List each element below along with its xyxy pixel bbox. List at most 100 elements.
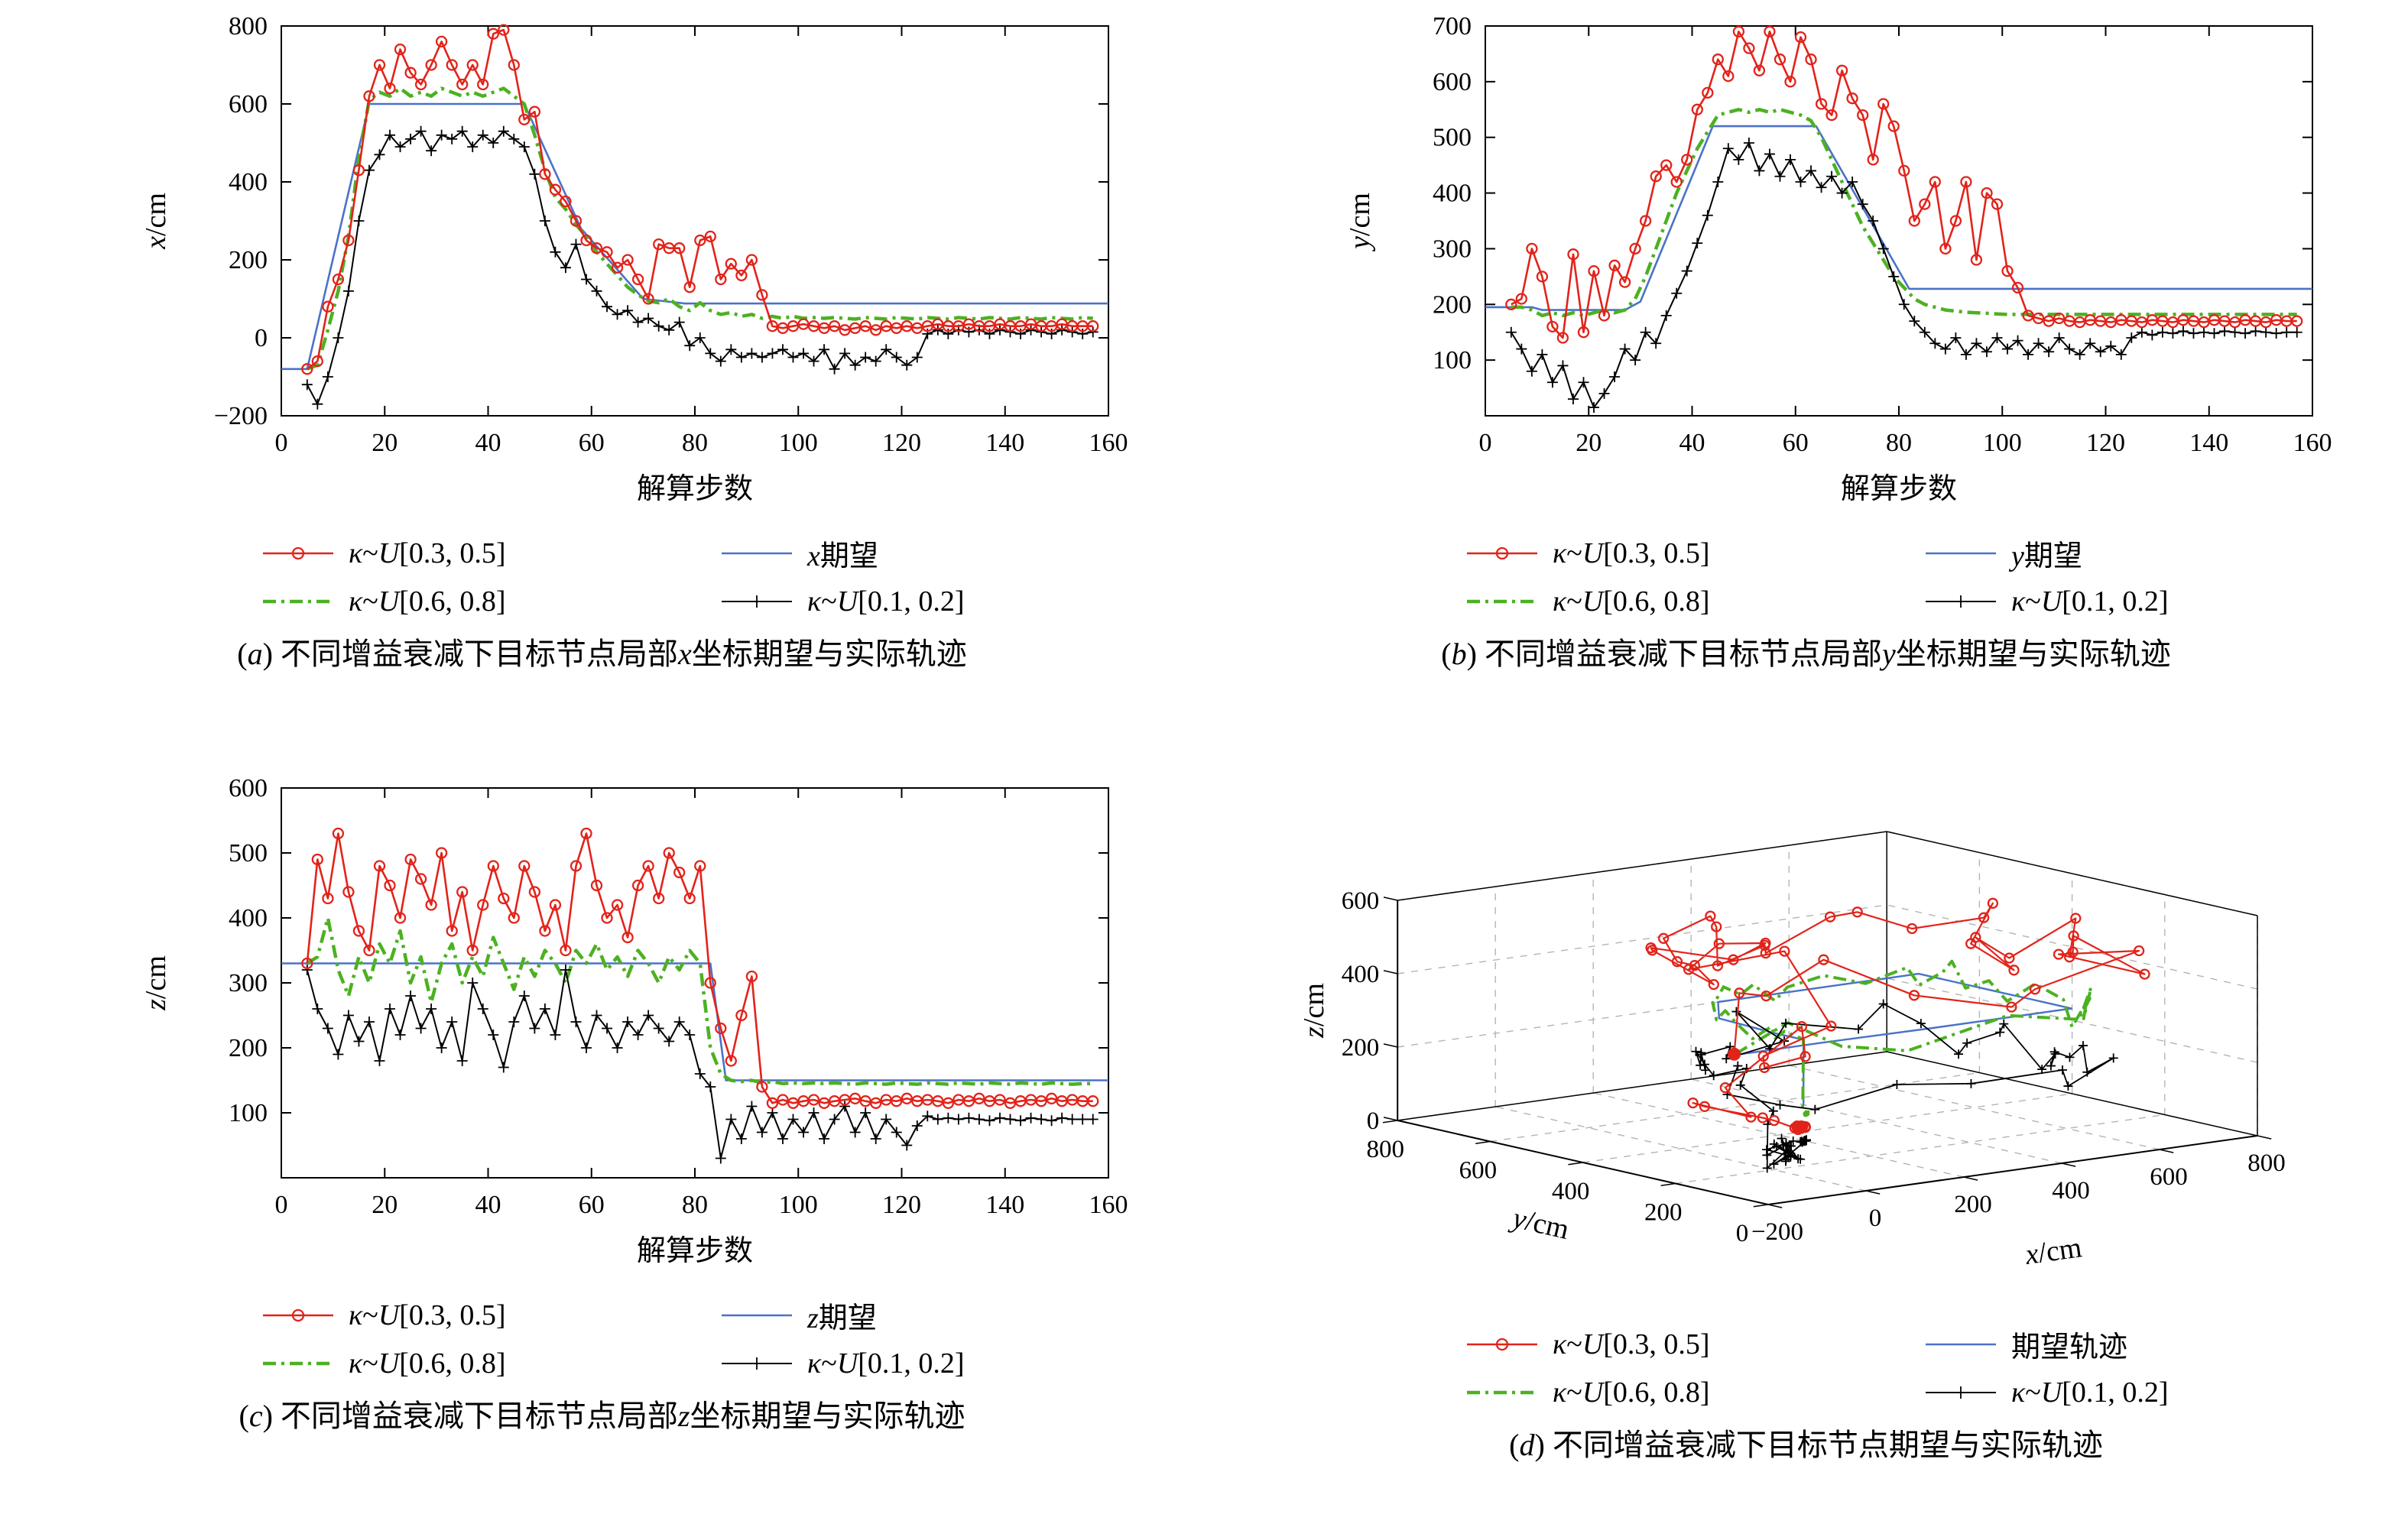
chart-c-z-vs-steps: 0 20 40 60 80 100 120 140 160 100 200 300 400 500 600 解… [140, 774, 1128, 1267]
legend-label: y期望 [2011, 540, 2082, 572]
legend-entry: κ~U[0.3, 0.5] [260, 532, 719, 574]
legend-b: κ~U[0.3, 0.5] y期望 κ~U[0.6, 0.8] κ~U[0.1, 0.… [1464, 532, 2408, 618]
svg-text:800: 800 [2247, 1149, 2286, 1177]
legend-label: x期望 [807, 540, 878, 572]
legend-label: κ~U[0.6, 0.8] [349, 585, 506, 618]
svg-text:0: 0 [1736, 1220, 1749, 1247]
svg-text:100: 100 [779, 1191, 818, 1219]
legend-label: κ~U[0.6, 0.8] [1553, 1376, 1710, 1409]
caption-c: (c) 不同增益衰减下目标节点局部z坐标期望与实际轨迹 [239, 1399, 965, 1433]
legend-entry: y期望 [1923, 532, 2320, 574]
caption-b: (b) 不同增益衰减下目标节点局部y坐标期望与实际轨迹 [1441, 637, 2171, 671]
svg-text:80: 80 [1886, 429, 1912, 457]
legend-label: κ~U[0.6, 0.8] [1553, 585, 1710, 618]
legend-label: κ~U[0.3, 0.5] [349, 1299, 506, 1331]
svg-text:40: 40 [475, 429, 501, 457]
svg-text:500: 500 [1433, 124, 1472, 152]
svg-text:解算步数: 解算步数 [1841, 473, 1957, 505]
chart-b-y-vs-steps: 0 20 40 60 80 100 120 140 160 100 200 300 400 500 600 7… [1344, 12, 2332, 505]
legend-label: z期望 [807, 1302, 877, 1334]
red-circle-sample-icon [1467, 546, 1537, 559]
legend-label: κ~U[0.1, 0.2] [807, 585, 965, 618]
svg-text:200: 200 [1342, 1034, 1380, 1062]
svg-text:120: 120 [882, 1191, 921, 1219]
series-red [301, 24, 1099, 375]
panel-b: 0 20 40 60 80 100 120 140 160 100 200 300 400 500 600 7… [1204, 0, 2408, 762]
legend-d: κ~U[0.3, 0.5] 期望轨迹 κ~U[0.6, 0.8] κ~U[0.1, 0… [1464, 1323, 2408, 1409]
green-dashdot-sample-icon [1467, 1390, 1537, 1395]
svg-text:60: 60 [579, 1191, 605, 1219]
legend-label: κ~U[0.3, 0.5] [1553, 1328, 1710, 1360]
black-plus-sample-icon [722, 1357, 792, 1370]
legend-entry: κ~U[0.6, 0.8] [1464, 1376, 1923, 1409]
svg-text:200: 200 [1433, 290, 1472, 319]
chart-a-x-vs-steps: 0 20 40 60 80 100 120 140 160−2000200400600800解算… [140, 12, 1128, 505]
svg-text:400: 400 [229, 168, 268, 196]
green-dashdot-sample-icon [263, 599, 333, 604]
svg-text:解算步数: 解算步数 [637, 473, 753, 505]
svg-text:140: 140 [2189, 429, 2228, 457]
green-dashdot-sample-icon [1467, 599, 1537, 604]
chart-d-3d-trajectory: −200 0 200 400 600 80002004006008000200400600… [1298, 831, 2286, 1271]
legend-entry: x期望 [719, 532, 1116, 574]
caption-a: (a) 不同增益衰减下目标节点局部x坐标期望与实际轨迹 [237, 637, 967, 671]
svg-text:600: 600 [2150, 1163, 2188, 1191]
legend-a: κ~U[0.3, 0.5] x期望 κ~U[0.6, 0.8] κ~U[0.1, 0.… [260, 532, 1204, 618]
svg-text:160: 160 [1089, 1191, 1128, 1219]
blue-line-sample-icon [1926, 1343, 1996, 1345]
svg-text:400: 400 [1342, 961, 1380, 988]
legend-label: 期望轨迹 [2011, 1331, 2128, 1363]
svg-text:100: 100 [1433, 346, 1472, 375]
svg-text:60: 60 [1783, 429, 1809, 457]
svg-text:−200: −200 [1751, 1218, 1803, 1246]
svg-text:解算步数: 解算步数 [637, 1235, 753, 1267]
legend-label: κ~U[0.6, 0.8] [349, 1347, 506, 1380]
svg-text:20: 20 [1576, 429, 1602, 457]
svg-text:400: 400 [1552, 1178, 1590, 1205]
svg-text:20: 20 [372, 429, 398, 457]
svg-text:z/cm: z/cm [1298, 983, 1330, 1039]
svg-text:200: 200 [1954, 1191, 1992, 1218]
svg-text:0: 0 [275, 429, 288, 457]
svg-text:20: 20 [372, 1191, 398, 1219]
svg-text:0: 0 [1367, 1107, 1380, 1135]
svg-text:800: 800 [1366, 1136, 1404, 1163]
legend-entry: κ~U[0.1, 0.2] [1923, 585, 2320, 618]
series-expected [281, 102, 1108, 371]
series-black [301, 125, 1099, 410]
legend-c: κ~U[0.3, 0.5] z期望 κ~U[0.6, 0.8] κ~U[0.1, 0.… [260, 1294, 1204, 1380]
svg-text:120: 120 [882, 429, 921, 457]
svg-text:40: 40 [475, 1191, 501, 1219]
svg-text:0: 0 [255, 324, 268, 352]
svg-text:y/cm: y/cm [1344, 193, 1376, 252]
legend-entry: κ~U[0.6, 0.8] [1464, 585, 1923, 618]
black-plus-sample-icon [1926, 595, 1996, 608]
svg-text:300: 300 [229, 969, 268, 997]
legend-label: κ~U[0.1, 0.2] [2011, 585, 2169, 618]
series-expected [281, 962, 1108, 1081]
svg-text:600: 600 [229, 774, 268, 803]
legend-entry: κ~U[0.3, 0.5] [260, 1294, 719, 1336]
svg-text:40: 40 [1679, 429, 1705, 457]
red-circle-sample-icon [1467, 1338, 1537, 1351]
svg-text:60: 60 [579, 429, 605, 457]
series-black [1505, 138, 2303, 413]
svg-text:800: 800 [229, 12, 268, 41]
svg-text:140: 140 [985, 429, 1024, 457]
series-red [301, 827, 1099, 1109]
blue-line-sample-icon [722, 1314, 792, 1316]
start-point-marker [1728, 1047, 1741, 1061]
svg-text:0: 0 [1479, 429, 1492, 457]
series-red-3d [1645, 897, 2150, 1136]
legend-entry: κ~U[0.1, 0.2] [719, 1347, 1116, 1380]
svg-text:400: 400 [1433, 180, 1472, 208]
red-circle-sample-icon [263, 1308, 333, 1321]
legend-label: κ~U[0.1, 0.2] [807, 1347, 965, 1380]
legend-entry: κ~U[0.6, 0.8] [260, 585, 719, 618]
svg-text:600: 600 [229, 90, 268, 118]
series-green [1511, 108, 2297, 318]
svg-text:120: 120 [2086, 429, 2125, 457]
legend-label: κ~U[0.3, 0.5] [349, 537, 506, 569]
panel-a: 0 20 40 60 80 100 120 140 160 −200 0 200 400 600 800 解算… [0, 0, 1204, 762]
